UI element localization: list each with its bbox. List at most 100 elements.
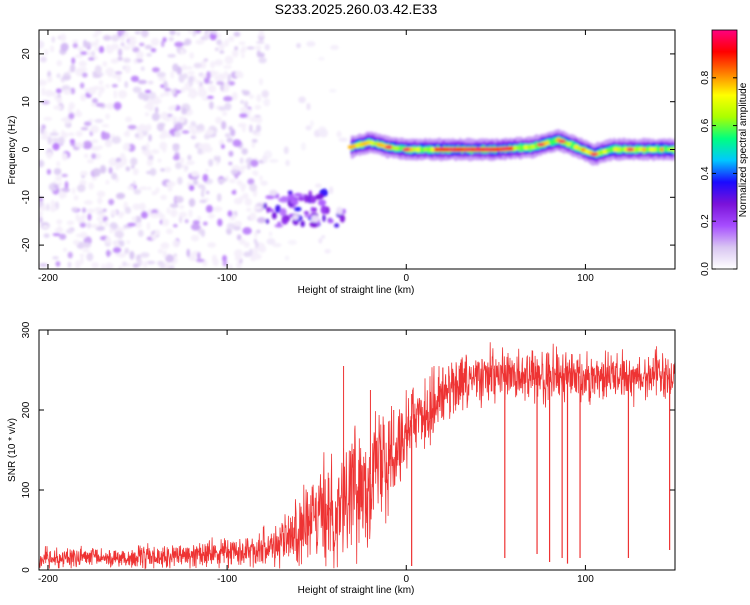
- noise-blob: [151, 149, 160, 154]
- noise-blob: [80, 170, 88, 177]
- noise-blob: [265, 195, 275, 200]
- noise-blob: [39, 159, 45, 168]
- noise-blob: [166, 133, 172, 138]
- noise-blob: [151, 112, 160, 122]
- noise-blob: [91, 139, 99, 144]
- noise-blob: [127, 185, 135, 191]
- noise-blob: [304, 194, 309, 203]
- noise-blob: [192, 220, 201, 225]
- noise-blob: [241, 45, 247, 54]
- noise-blob: [216, 81, 225, 86]
- noise-blob: [178, 216, 183, 224]
- spectrogram-y-label: Frequency (Hz): [7, 116, 18, 185]
- noise-blob: [222, 255, 227, 263]
- noise-blob: [282, 198, 288, 203]
- snr-y-tick-label: 300: [21, 321, 32, 338]
- noise-blob: [132, 86, 142, 93]
- noise-blob: [242, 227, 252, 235]
- noise-blob: [213, 155, 218, 162]
- noise-blob: [132, 180, 136, 187]
- noise-blob: [50, 45, 55, 53]
- snr-x-label: -200: [38, 574, 58, 585]
- noise-blob: [95, 102, 105, 107]
- noise-blob: [105, 179, 110, 185]
- noise-blob: [169, 264, 175, 269]
- noise-blob: [324, 248, 331, 254]
- noise-blob: [146, 222, 151, 231]
- noise-blob: [200, 60, 207, 69]
- noise-blob: [44, 49, 49, 56]
- noise-blob: [94, 65, 102, 74]
- noise-blob: [165, 254, 174, 263]
- noise-blob: [64, 181, 69, 189]
- noise-blob: [261, 155, 268, 164]
- noise-blob: [178, 115, 186, 124]
- noise-blob: [39, 40, 43, 49]
- noise-blob: [137, 229, 144, 237]
- spectrogram-image: [39, 30, 675, 269]
- noise-blob: [254, 230, 258, 238]
- noise-blob: [118, 240, 125, 247]
- noise-blob: [197, 252, 201, 260]
- noise-blob: [147, 186, 152, 191]
- noise-blob: [281, 217, 289, 225]
- noise-blob: [249, 212, 257, 221]
- noise-blob: [318, 57, 325, 61]
- noise-blob: [242, 165, 248, 170]
- noise-blob: [96, 190, 106, 198]
- noise-blob: [188, 209, 193, 218]
- spectrogram-y-tick-label: 0: [21, 146, 32, 152]
- noise-blob: [207, 242, 217, 248]
- noise-blob: [249, 183, 258, 192]
- noise-blob: [279, 208, 287, 217]
- noise-blob: [105, 67, 115, 76]
- colorbar-tick-label: 0.8: [700, 70, 711, 84]
- noise-blob: [255, 116, 263, 124]
- noise-blob: [90, 41, 99, 47]
- noise-blob: [158, 76, 167, 81]
- noise-blob: [59, 233, 67, 240]
- noise-blob: [109, 227, 113, 234]
- noise-blob: [233, 189, 237, 195]
- noise-blob: [306, 41, 316, 47]
- noise-blob: [80, 93, 87, 102]
- noise-blob: [139, 42, 145, 47]
- noise-blob: [186, 248, 191, 258]
- noise-blob: [150, 213, 160, 219]
- noise-blob: [132, 203, 141, 210]
- noise-blob: [88, 182, 94, 190]
- noise-blob: [108, 167, 113, 174]
- noise-blob: [90, 125, 100, 134]
- noise-blob: [203, 33, 210, 41]
- noise-blob: [82, 248, 90, 253]
- noise-blob: [255, 124, 262, 133]
- noise-blob: [41, 87, 46, 96]
- snr-y-tick-label: 0: [21, 567, 32, 573]
- noise-blob: [87, 213, 92, 221]
- noise-blob: [234, 46, 239, 51]
- noise-blob: [218, 106, 227, 111]
- noise-blob: [43, 233, 50, 238]
- noise-blob: [161, 218, 170, 227]
- noise-blob: [289, 213, 293, 218]
- noise-blob: [49, 132, 59, 137]
- noise-blob: [260, 180, 268, 186]
- noise-blob: [254, 45, 262, 50]
- noise-blob: [67, 132, 75, 136]
- noise-blob: [224, 102, 232, 111]
- noise-blob: [112, 246, 122, 254]
- noise-blob: [71, 207, 79, 212]
- noise-blob: [202, 221, 208, 226]
- noise-blob: [165, 228, 173, 235]
- noise-blob: [82, 207, 87, 213]
- noise-blob: [151, 67, 160, 73]
- noise-blob: [156, 71, 166, 78]
- noise-blob: [247, 163, 251, 170]
- noise-blob: [132, 263, 140, 268]
- noise-blob: [203, 146, 213, 153]
- noise-blob: [39, 263, 49, 267]
- snr-y-tick-label: 200: [21, 401, 32, 418]
- noise-blob: [57, 136, 65, 145]
- noise-blob: [79, 82, 85, 89]
